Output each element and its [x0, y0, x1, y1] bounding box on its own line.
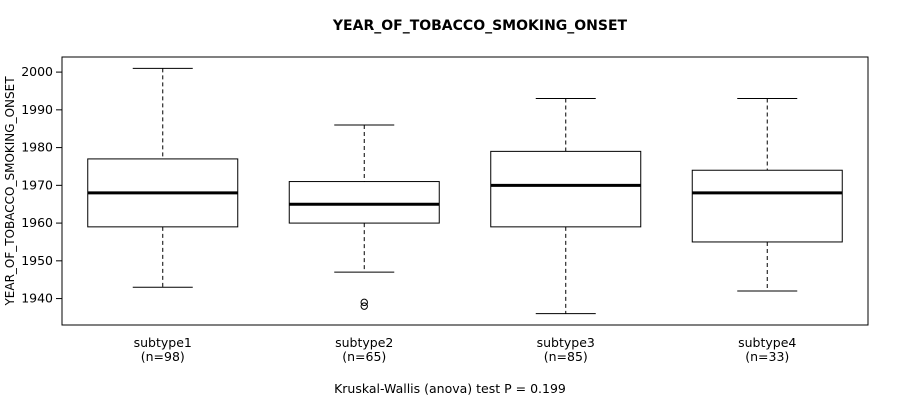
category-label: subtype1: [134, 335, 192, 350]
box-subtype2: [288, 124, 440, 310]
outlier-point: [360, 302, 368, 310]
y-axis-label: YEAR_OF_TOBACCO_SMOKING_ONSET: [3, 76, 17, 307]
plot-border: [61, 56, 869, 326]
iqr-box: [490, 150, 642, 228]
outlier-point: [360, 298, 368, 307]
iqr-box: [288, 181, 440, 224]
plot-area: 1940 1950 1960 1970 1980 1990 2000 subtype1(n=9…: [21, 56, 869, 364]
y-tick-label: 2000: [21, 64, 53, 79]
category-n-label: (n=33): [745, 349, 789, 364]
box-subtype1: [87, 67, 239, 288]
y-tick-label: 1960: [21, 215, 53, 230]
category-label: subtype2: [335, 335, 393, 350]
y-tick-label: 1970: [21, 177, 53, 192]
chart-title: YEAR_OF_TOBACCO_SMOKING_ONSET: [332, 18, 628, 34]
category-n-label: (n=98): [141, 349, 185, 364]
y-tick-label: 1950: [21, 253, 53, 268]
y-tick-label: 1990: [21, 102, 53, 117]
stat-test-caption: Kruskal-Wallis (anova) test P = 0.199: [334, 381, 566, 396]
category-n-label: (n=65): [342, 349, 386, 364]
category-label: subtype4: [738, 335, 796, 350]
category-n-label: (n=85): [544, 349, 588, 364]
iqr-box: [691, 169, 843, 243]
category-label: subtype3: [537, 335, 595, 350]
box-subtype3: [490, 98, 642, 315]
box-subtype4: [691, 98, 843, 292]
y-tick-label: 1940: [21, 291, 53, 306]
y-tick-label: 1980: [21, 140, 53, 155]
